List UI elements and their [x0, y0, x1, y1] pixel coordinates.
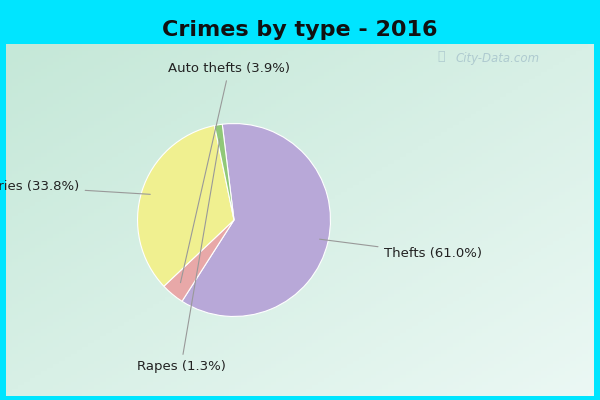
Text: Auto thefts (3.9%): Auto thefts (3.9%): [168, 62, 290, 283]
Text: Burglaries (33.8%): Burglaries (33.8%): [0, 180, 150, 194]
Wedge shape: [214, 124, 234, 220]
Text: Rapes (1.3%): Rapes (1.3%): [137, 139, 226, 373]
Wedge shape: [164, 220, 234, 301]
Text: ⓘ: ⓘ: [437, 50, 445, 63]
Text: Thefts (61.0%): Thefts (61.0%): [320, 239, 482, 260]
Wedge shape: [182, 124, 331, 316]
Wedge shape: [137, 126, 234, 286]
Text: Crimes by type - 2016: Crimes by type - 2016: [162, 20, 438, 40]
Text: City-Data.com: City-Data.com: [456, 52, 540, 65]
